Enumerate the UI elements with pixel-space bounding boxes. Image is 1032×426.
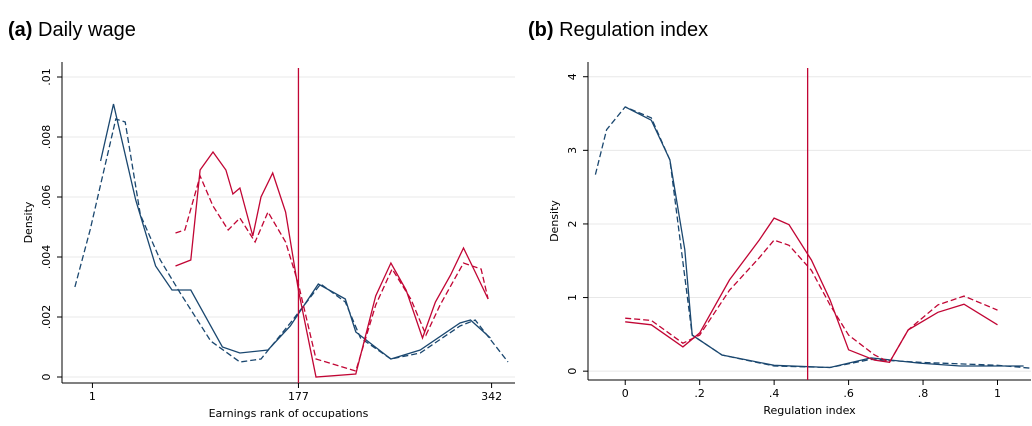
x-axis-label: Regulation index bbox=[763, 404, 856, 417]
panel-title: (a) Daily wage bbox=[8, 19, 136, 41]
x-tick-label: .2 bbox=[694, 387, 705, 400]
density-line bbox=[175, 174, 489, 372]
y-tick-label: .006 bbox=[40, 185, 53, 210]
x-tick-label: 342 bbox=[481, 390, 502, 403]
y-tick-label: 4 bbox=[566, 73, 579, 80]
panel-title-text: Daily wage bbox=[38, 19, 136, 41]
y-axis-label: Density bbox=[548, 200, 561, 242]
x-tick-label: 0 bbox=[622, 387, 629, 400]
density-line bbox=[175, 150, 489, 378]
y-tick-label: .01 bbox=[40, 68, 53, 86]
y-tick-label: 2 bbox=[566, 220, 579, 227]
density-line bbox=[624, 106, 1024, 369]
y-tick-label: 0 bbox=[40, 374, 53, 381]
panel-title: (b) Regulation index bbox=[528, 19, 708, 41]
panel-label: (b) bbox=[528, 19, 554, 41]
density-line bbox=[594, 106, 1032, 369]
y-axis-label: Density bbox=[22, 201, 35, 243]
y-tick-label: 1 bbox=[566, 294, 579, 301]
x-tick-label: 177 bbox=[288, 390, 309, 403]
panel-title-text: Regulation index bbox=[559, 19, 708, 41]
y-tick-label: 3 bbox=[566, 147, 579, 154]
y-tick-label: .008 bbox=[40, 125, 53, 150]
x-axis-label: Earnings rank of occupations bbox=[209, 407, 369, 420]
y-tick-label: .002 bbox=[40, 305, 53, 330]
density-line bbox=[99, 103, 491, 360]
density-line bbox=[625, 217, 998, 364]
density-line bbox=[74, 118, 509, 363]
x-tick-label: 1 bbox=[994, 387, 1001, 400]
density-line bbox=[625, 239, 998, 364]
x-tick-label: .6 bbox=[843, 387, 854, 400]
panel-label: (a) bbox=[8, 19, 32, 41]
y-tick-label: .004 bbox=[40, 245, 53, 270]
y-tick-label: 0 bbox=[566, 368, 579, 375]
x-tick-label: .4 bbox=[769, 387, 780, 400]
x-tick-label: 1 bbox=[89, 390, 96, 403]
x-tick-label: .8 bbox=[918, 387, 929, 400]
